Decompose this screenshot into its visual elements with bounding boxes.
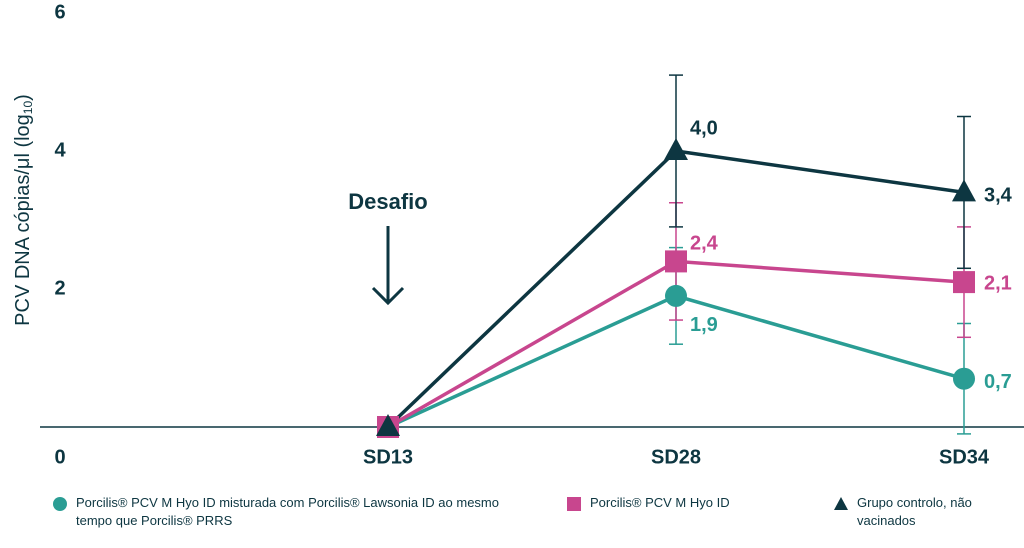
marker: [665, 250, 687, 273]
legend-item: Porcilis® PCV M Hyo ID misturada com Por…: [52, 494, 506, 530]
y-axis-label: PCV DNA cópias/μl (log10): [12, 94, 35, 326]
data-label: 2,1: [984, 272, 1012, 294]
x-tick-label: SD13: [363, 446, 413, 468]
x-tick-label: SD34: [939, 446, 990, 468]
arrow: [371, 226, 405, 306]
annotation: Desafio: [348, 189, 427, 214]
data-label: 0,7: [984, 371, 1012, 393]
legend-marker: [53, 497, 67, 511]
legend-item: Porcilis® PCV M Hyo ID: [566, 494, 770, 512]
legend-label: Porcilis® PCV M Hyo ID: [590, 495, 730, 510]
marker: [953, 271, 975, 294]
marker: [953, 367, 975, 390]
data-label: 4,0: [690, 117, 718, 139]
marker: [952, 179, 976, 202]
marker: [665, 284, 687, 307]
data-label: 1,9: [690, 314, 718, 336]
chart: PCV DNA cópias/μl (log10) Desafio 0 2 4 6 SD…: [12, 1, 1024, 468]
marker: [376, 414, 400, 436]
data-label: 3,4: [984, 185, 1013, 207]
legend-label: Grupo controlo, não vacinados: [857, 495, 972, 528]
y-label-main: PCV DNA cópias/μl (log: [12, 114, 34, 326]
x-tick-label: SD28: [651, 446, 701, 468]
y-tick-label: 6: [54, 1, 65, 23]
y-label-sub: 10: [21, 101, 35, 115]
legend-label: Porcilis® PCV M Hyo ID misturada com Por…: [76, 495, 499, 528]
y-tick-label: 2: [54, 277, 65, 299]
data-label: 2,4: [690, 233, 719, 255]
legend-swatch: [834, 497, 848, 510]
legend-marker: [567, 497, 581, 511]
legend-swatch: [53, 497, 67, 511]
y-label-end: ): [12, 94, 34, 101]
marker: [664, 138, 688, 160]
legend-swatch: [567, 497, 581, 511]
y-tick-label: 0: [54, 446, 65, 468]
y-tick-label: 4: [54, 139, 66, 161]
legend-item: Grupo controlo, não vacinados: [833, 494, 997, 530]
legend-marker: [834, 497, 848, 510]
